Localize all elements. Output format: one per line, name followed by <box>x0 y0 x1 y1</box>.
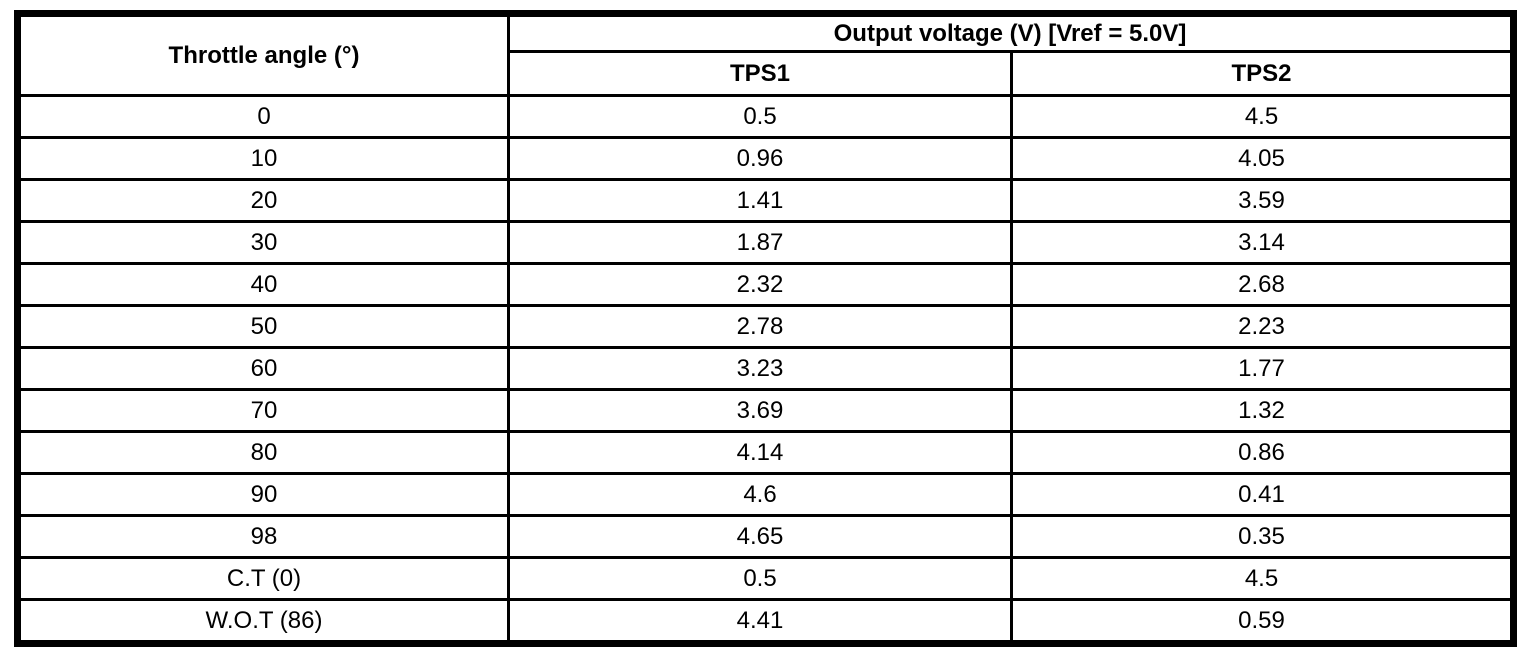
tps2-cell: 0.59 <box>1009 598 1516 645</box>
tps2-cell: 2.23 <box>1009 304 1516 349</box>
angle-cell: 98 <box>16 514 510 559</box>
angle-cell: 90 <box>16 472 510 517</box>
angle-cell: 40 <box>16 262 510 307</box>
angle-cell: 0 <box>16 94 510 139</box>
table-row: 80 4.14 0.86 <box>16 430 1516 475</box>
tps2-cell: 2.68 <box>1009 262 1516 307</box>
tps2-cell: 1.32 <box>1009 388 1516 433</box>
tps1-cell: 1.87 <box>507 220 1013 265</box>
tps1-cell: 1.41 <box>507 178 1013 223</box>
tps2-cell: 3.59 <box>1009 178 1516 223</box>
tps1-cell: 0.5 <box>507 94 1013 139</box>
tps1-cell: 3.23 <box>507 346 1013 391</box>
table-row: C.T (0) 0.5 4.5 <box>16 556 1516 601</box>
angle-cell: C.T (0) <box>16 556 510 601</box>
throttle-angle-header: Throttle angle (°) <box>16 12 510 97</box>
table-row: 20 1.41 3.59 <box>16 178 1516 223</box>
table-row: 50 2.78 2.23 <box>16 304 1516 349</box>
table-row: 10 0.96 4.05 <box>16 136 1516 181</box>
tps1-cell: 0.96 <box>507 136 1013 181</box>
angle-cell: 30 <box>16 220 510 265</box>
angle-cell: 50 <box>16 304 510 349</box>
tps1-cell: 4.65 <box>507 514 1013 559</box>
tps2-header: TPS2 <box>1009 50 1516 97</box>
tps2-cell: 0.86 <box>1009 430 1516 475</box>
tps1-cell: 4.6 <box>507 472 1013 517</box>
table-row: 0 0.5 4.5 <box>16 94 1516 139</box>
tps2-cell: 4.5 <box>1009 556 1516 601</box>
table-row: 90 4.6 0.41 <box>16 472 1516 517</box>
angle-cell: 10 <box>16 136 510 181</box>
tps2-cell: 3.14 <box>1009 220 1516 265</box>
angle-cell: 80 <box>16 430 510 475</box>
tps-voltage-table: Throttle angle (°) Output voltage (V) [V… <box>14 10 1518 647</box>
angle-cell: W.O.T (86) <box>16 598 510 645</box>
table-row: 60 3.23 1.77 <box>16 346 1516 391</box>
angle-cell: 70 <box>16 388 510 433</box>
tps2-cell: 0.35 <box>1009 514 1516 559</box>
tps1-cell: 4.41 <box>507 598 1013 645</box>
tps1-header: TPS1 <box>507 50 1013 97</box>
table-row: 98 4.65 0.35 <box>16 514 1516 559</box>
tps2-cell: 0.41 <box>1009 472 1516 517</box>
angle-cell: 60 <box>16 346 510 391</box>
table-row: 30 1.87 3.14 <box>16 220 1516 265</box>
table-row: 70 3.69 1.32 <box>16 388 1516 433</box>
table-header: Throttle angle (°) Output voltage (V) [V… <box>16 12 1516 97</box>
tps1-cell: 0.5 <box>507 556 1013 601</box>
tps2-cell: 1.77 <box>1009 346 1516 391</box>
tps1-cell: 4.14 <box>507 430 1013 475</box>
tps2-cell: 4.5 <box>1009 94 1516 139</box>
tps1-cell: 2.32 <box>507 262 1013 307</box>
table-row: W.O.T (86) 4.41 0.59 <box>16 598 1516 645</box>
angle-cell: 20 <box>16 178 510 223</box>
tps1-cell: 3.69 <box>507 388 1013 433</box>
table-row: 40 2.32 2.68 <box>16 262 1516 307</box>
output-voltage-header: Output voltage (V) [Vref = 5.0V] <box>506 12 1516 53</box>
tps1-cell: 2.78 <box>507 304 1013 349</box>
tps2-cell: 4.05 <box>1009 136 1516 181</box>
table-body: 0 0.5 4.5 10 0.96 4.05 20 1.41 3.59 30 1… <box>16 94 1516 645</box>
